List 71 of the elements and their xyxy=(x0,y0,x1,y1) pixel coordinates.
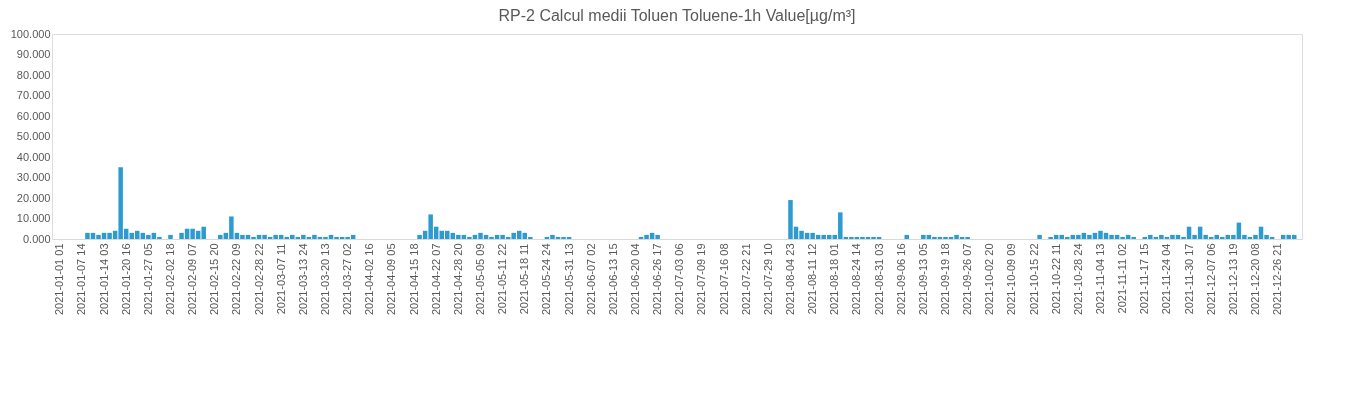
x-tick-label: 2021-11-17 15 xyxy=(1138,243,1151,315)
y-tick-label: 100.000 xyxy=(10,27,51,40)
x-tick-label: 2021-08-31 03 xyxy=(872,243,885,316)
chart-title: RP-2 Calcul medii Toluen Toluene-1h Value[µg/m³] xyxy=(498,7,856,24)
x-tick-label: 2021-09-19 18 xyxy=(938,243,951,316)
x-tick-label: 2021-10-02 20 xyxy=(983,243,996,316)
x-tick-label: 2021-02-28 22 xyxy=(252,243,265,316)
x-tick-label: 2021-09-26 07 xyxy=(961,243,974,316)
x-tick-label: 2021-07-22 21 xyxy=(739,243,752,316)
x-tick-label: 2021-11-24 04 xyxy=(1160,243,1173,315)
x-tick-label: 2021-04-09 05 xyxy=(385,243,398,316)
x-tick-label: 2021-06-26 17 xyxy=(651,243,664,316)
x-tick-label: 2021-07-29 10 xyxy=(761,243,774,316)
x-tick-label: 2021-07-03 06 xyxy=(673,243,686,316)
x-tick-label: 2021-12-13 19 xyxy=(1226,243,1239,316)
x-tick-label: 2021-09-06 16 xyxy=(894,243,907,316)
x-tick-label: 2021-11-04 13 xyxy=(1093,243,1106,315)
y-tick-label: 60.000 xyxy=(16,109,51,122)
x-tick-label: 2021-01-01 01 xyxy=(53,243,66,316)
y-tick-label: 40.000 xyxy=(16,150,51,163)
x-tick-label: 2021-12-07 06 xyxy=(1204,243,1217,316)
y-tick-label: 70.000 xyxy=(16,89,51,101)
x-tick-label: 2021-10-15 22 xyxy=(1027,243,1040,316)
x-tick-label: 2021-02-22 09 xyxy=(230,243,243,316)
y-tick-label: 80.000 xyxy=(16,68,51,81)
x-tick-label: 2021-12-20 08 xyxy=(1248,243,1261,316)
x-tick-label: 2021-04-28 20 xyxy=(451,243,464,316)
x-tick-label: 2021-03-07 11 xyxy=(274,243,287,315)
x-tick-label: 2021-05-11 22 xyxy=(496,243,509,315)
x-tick-label: 2021-11-11 02 xyxy=(1116,243,1129,314)
y-tick-label: 30.000 xyxy=(16,171,51,183)
x-tick-label: 2021-06-20 04 xyxy=(628,243,641,316)
x-tick-label: 2021-07-09 19 xyxy=(695,243,708,316)
x-tick-label: 2021-03-13 24 xyxy=(296,243,309,316)
x-tick-label: 2021-06-07 02 xyxy=(584,243,597,316)
x-tick-label: 2021-06-13 15 xyxy=(606,243,619,316)
x-tick-label: 2021-08-11 12 xyxy=(806,243,819,315)
x-tick-label: 2021-10-09 09 xyxy=(1005,243,1018,316)
x-tick-label: 2021-07-16 08 xyxy=(717,243,730,316)
x-tick-label: 2021-05-24 24 xyxy=(540,243,553,316)
x-tick-label: 2021-10-22 11 xyxy=(1049,243,1062,315)
y-tick-label: 50.000 xyxy=(16,130,51,142)
bar xyxy=(904,234,909,239)
x-tick-label: 2021-11-30 17 xyxy=(1182,243,1195,315)
x-tick-label: 2021-08-24 14 xyxy=(850,243,863,316)
x-tick-label: 2021-05-18 11 xyxy=(518,243,531,315)
x-tick-label: 2021-03-20 13 xyxy=(318,243,331,316)
bar xyxy=(168,234,173,239)
x-tick-label: 2021-05-31 13 xyxy=(562,243,575,316)
x-tick-label: 2021-01-27 05 xyxy=(141,243,154,316)
x-tick-label: 2021-04-22 07 xyxy=(429,243,442,316)
x-tick-label: 2021-08-04 23 xyxy=(783,243,796,316)
bar xyxy=(1037,234,1042,239)
x-tick-label: 2021-03-27 02 xyxy=(341,243,354,316)
x-tick-label: 2021-02-15 20 xyxy=(208,243,221,316)
y-tick-label: 20.000 xyxy=(16,191,51,204)
x-tick-label: 2021-01-20 16 xyxy=(119,243,132,316)
y-tick-label: 90.000 xyxy=(16,48,51,60)
x-tick-label: 2021-01-07 14 xyxy=(75,243,88,316)
y-tick-label: 0.000 xyxy=(22,232,51,245)
y-tick-label: 10.000 xyxy=(16,212,51,224)
x-tick-label: 2021-02-02 18 xyxy=(163,243,176,316)
x-tick-label: 2021-02-09 07 xyxy=(186,243,199,316)
x-tick-label: 2021-05-05 09 xyxy=(473,243,486,316)
x-tick-label: 2021-04-15 18 xyxy=(407,243,420,316)
x-tick-label: 2021-01-14 03 xyxy=(97,243,110,316)
x-tick-label: 2021-09-13 05 xyxy=(916,243,929,316)
x-tick-label: 2021-08-18 01 xyxy=(828,243,841,316)
x-tick-label: 2021-04-02 16 xyxy=(363,243,376,316)
x-tick-label: 2021-10-28 24 xyxy=(1071,243,1084,316)
x-tick-label: 2021-12-26 21 xyxy=(1271,243,1284,316)
